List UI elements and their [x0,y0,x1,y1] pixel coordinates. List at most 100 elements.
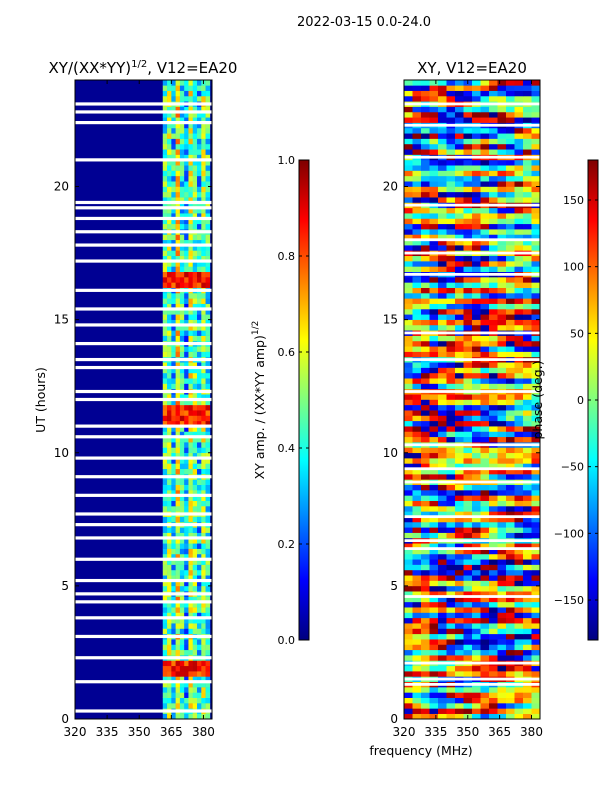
phase-cell [455,85,464,91]
phase-cell [404,410,413,416]
phase-cell [514,639,524,645]
phase-cell [506,633,515,640]
phase-cell [506,484,515,491]
phase-cell [489,639,498,645]
phase-cell [489,431,498,438]
phase-cell [463,245,473,251]
phase-cell [412,468,422,475]
phase-cell [497,713,507,720]
amplitude-cell [184,644,189,651]
phase-cell [514,245,524,251]
phase-cell [480,234,490,241]
phase-cell [412,692,422,698]
phase-cell [497,617,507,624]
phase-cell [438,293,447,299]
phase-cell [480,298,490,304]
phase-cell [489,362,498,368]
amplitude-cell [205,676,211,683]
amplitude-cell [201,532,206,539]
phase-cell [455,612,464,619]
amplitude-cell [192,420,198,427]
phase-cell [438,191,447,198]
phase-cell [446,506,456,512]
phase-cell [412,394,422,400]
amplitude-cell [201,458,206,464]
phase-cell [438,532,447,539]
amplitude-cell [162,495,168,501]
phase-cell [506,548,515,555]
phase-cell [497,181,507,187]
phase-cell [429,346,439,352]
phase-cell [446,516,456,523]
phase-cell [429,617,439,624]
amplitude-cell [192,80,198,86]
phase-cell [455,378,464,384]
phase-cell [446,133,456,139]
phase-cell [472,452,481,459]
phase-cell [531,324,541,331]
phase-cell [446,277,456,283]
amplitude-cell [205,394,211,400]
phase-cell [455,340,464,347]
x-tick-label: 335 [424,725,447,739]
phase-cell [531,553,541,560]
amplitude-cell [197,335,202,342]
amplitude-cell [192,330,198,336]
phase-x-axis-label: frequency (MHz) [369,743,472,758]
amplitude-cell [188,80,194,86]
amplitude-cell [205,378,211,384]
phase-cell [446,591,456,597]
amplitude-cell [162,490,168,496]
amplitude-cell [179,378,185,384]
phase-cell [455,697,464,704]
amplitude-cell [188,127,194,134]
amplitude-cell [171,415,176,422]
phase-cell [463,458,473,464]
phase-cell [531,149,541,155]
amplitude-cell [167,319,172,326]
phase-cell [412,697,422,704]
phase-cell [472,495,481,501]
phase-cell [506,239,515,246]
amplitude-cell [188,410,194,416]
phase-cell [489,516,498,523]
amplitude-cell [171,713,176,720]
phase-cell [429,383,439,390]
amplitude-cell [162,367,168,374]
amplitude-cell [179,293,185,299]
amplitude-cell [205,458,211,464]
phase-cell [455,111,464,118]
phase-cell [480,649,490,656]
phase-cell [463,623,473,629]
phase-cell [438,655,447,661]
amplitude-cell [188,282,194,288]
amplitude-cell [192,346,198,352]
phase-cell [421,671,430,677]
amplitude-cell [188,516,194,523]
phase-cell [421,474,430,480]
phase-cell [497,367,507,374]
phase-cell [506,415,515,422]
phase-cell [489,293,498,299]
phase-cell [480,633,490,640]
phase-cell [412,239,422,246]
phase-flagged-row [404,595,540,598]
phase-cell [446,143,456,150]
phase-cell [531,426,541,432]
amplitude-cell [167,687,172,693]
phase-cell [523,639,532,645]
phase-cell [489,580,498,587]
phase-cell [531,111,541,118]
phase-cell [497,607,507,613]
phase-cell [446,671,456,677]
phase-cell [506,468,515,475]
amplitude-cell [175,138,181,145]
phase-cell [438,596,447,603]
phase-cell [429,378,439,384]
phase-cell [506,692,515,698]
phase-cell [531,234,541,241]
amplitude-cell [167,149,172,155]
amplitude-cell [184,623,189,629]
phase-cell [446,559,456,565]
phase-cell [506,553,515,560]
